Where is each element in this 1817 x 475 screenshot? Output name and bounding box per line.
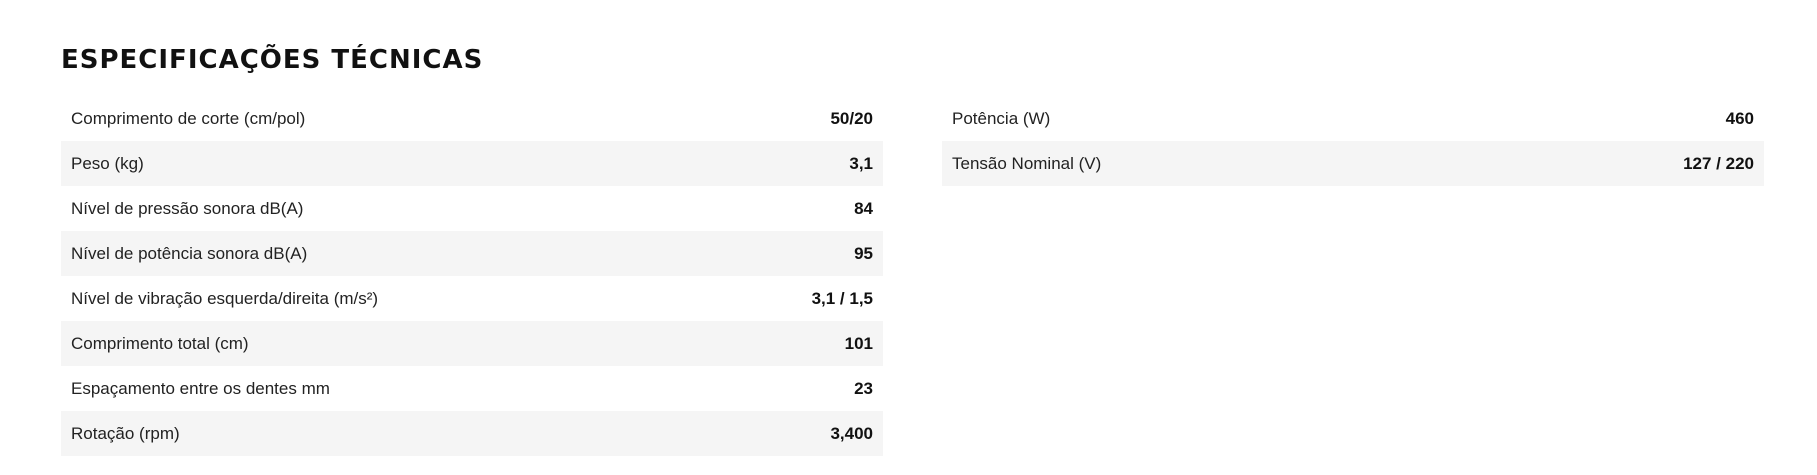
- spec-value: 3,1: [849, 153, 873, 173]
- spec-label: Tensão Nominal (V): [952, 153, 1102, 173]
- spec-value: 127 / 220: [1683, 153, 1754, 173]
- spec-row: Tensão Nominal (V) 127 / 220: [942, 141, 1764, 186]
- spec-value: 3,400: [830, 423, 873, 443]
- spec-row: Nível de pressão sonora dB(A) 84: [61, 186, 883, 231]
- spec-value: 460: [1725, 108, 1754, 128]
- spec-row: Nível de vibração esquerda/direita (m/s²…: [61, 276, 883, 321]
- spec-label: Peso (kg): [71, 153, 144, 173]
- specs-table-right: Potência (W) 460 Tensão Nominal (V) 127 …: [942, 96, 1764, 186]
- spec-label: Comprimento total (cm): [71, 333, 249, 353]
- spec-label: Nível de pressão sonora dB(A): [71, 198, 304, 218]
- spec-value: 3,1 / 1,5: [811, 288, 873, 308]
- spec-label: Potência (W): [952, 108, 1051, 128]
- specs-table-left: Comprimento de corte (cm/pol) 50/20 Peso…: [61, 96, 883, 456]
- spec-label: Rotação (rpm): [71, 423, 180, 443]
- spec-label: Comprimento de corte (cm/pol): [71, 108, 306, 128]
- spec-value: 101: [844, 333, 873, 353]
- section-title: ESPECIFICAÇÕES TÉCNICAS: [61, 45, 484, 75]
- spec-label: Espaçamento entre os dentes mm: [71, 378, 330, 398]
- spec-row: Espaçamento entre os dentes mm 23: [61, 366, 883, 411]
- spec-row: Comprimento de corte (cm/pol) 50/20: [61, 96, 883, 141]
- spec-row: Comprimento total (cm) 101: [61, 321, 883, 366]
- spec-row: Potência (W) 460: [942, 96, 1764, 141]
- spec-value: 84: [854, 198, 873, 218]
- spec-row: Rotação (rpm) 3,400: [61, 411, 883, 456]
- spec-value: 23: [854, 378, 873, 398]
- spec-value: 50/20: [830, 108, 873, 128]
- spec-value: 95: [854, 243, 873, 263]
- spec-label: Nível de potência sonora dB(A): [71, 243, 308, 263]
- spec-label: Nível de vibração esquerda/direita (m/s²…: [71, 288, 379, 308]
- spec-row: Nível de potência sonora dB(A) 95: [61, 231, 883, 276]
- spec-row: Peso (kg) 3,1: [61, 141, 883, 186]
